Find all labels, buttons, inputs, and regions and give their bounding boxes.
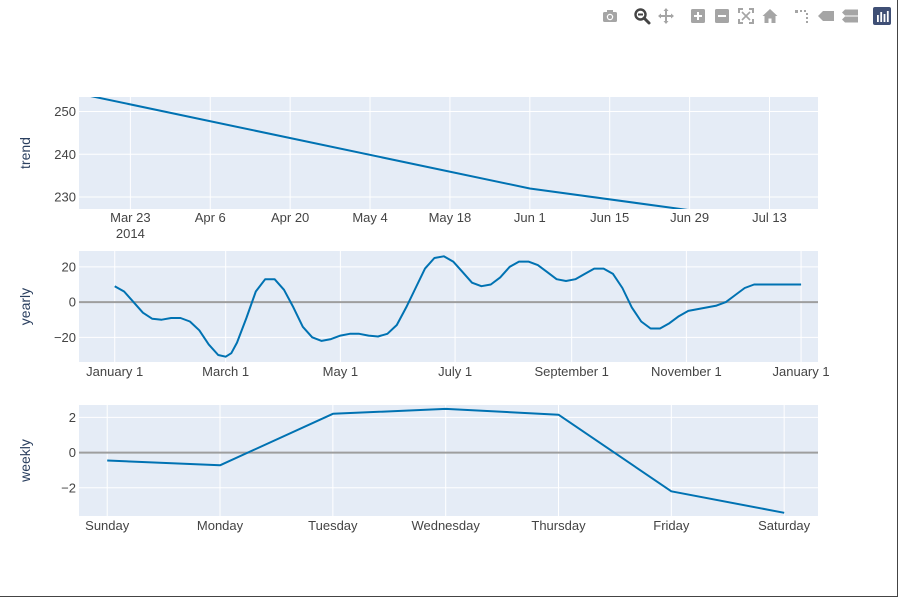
yearly-y-tick-label: −20 bbox=[54, 330, 76, 345]
yearly-x-tick-label: March 1 bbox=[202, 364, 249, 379]
trend-series-line[interactable] bbox=[79, 94, 693, 211]
weekly-subplot: −2 0 2 Sunday Monday Tuesday Wednesday Thursday… bbox=[17, 405, 818, 533]
trend-x-tick-label: May 4 bbox=[352, 210, 387, 225]
yearly-series-line[interactable] bbox=[114, 255, 802, 358]
trend-x-tick-label: Apr 6 bbox=[195, 210, 226, 225]
trend-x-tick-label: Jul 13 bbox=[752, 210, 787, 225]
autoscale-icon[interactable] bbox=[736, 6, 756, 26]
yearly-subplot: −20 0 20 January 1 March 1 May 1 July 1 Septemb… bbox=[17, 251, 830, 379]
zoom-out-icon[interactable] bbox=[712, 6, 732, 26]
yearly-y-tick-label: 20 bbox=[62, 259, 76, 274]
weekly-x-tick-label: Thursday bbox=[531, 518, 586, 533]
weekly-series-line[interactable] bbox=[107, 407, 785, 514]
pan-icon[interactable] bbox=[656, 6, 676, 26]
weekly-x-tick-label: Saturday bbox=[758, 518, 811, 533]
yearly-y-axis-title: yearly bbox=[17, 288, 33, 325]
zoom-in-icon[interactable] bbox=[688, 6, 708, 26]
trend-x-tick-label: Mar 23 bbox=[110, 210, 150, 225]
weekly-y-tick-label: 2 bbox=[69, 410, 76, 425]
zoom-icon[interactable] bbox=[632, 6, 652, 26]
trend-x-tick-label: Jun 1 bbox=[514, 210, 546, 225]
weekly-plot-area[interactable] bbox=[79, 405, 818, 516]
yearly-plot-area[interactable] bbox=[79, 251, 818, 362]
trend-x-tick-label: Jun 29 bbox=[670, 210, 709, 225]
trend-y-tick-label: 250 bbox=[54, 104, 76, 119]
trend-x-tick-label: Jun 15 bbox=[590, 210, 629, 225]
yearly-y-tick-label: 0 bbox=[69, 295, 76, 310]
trend-x-tick-label: Apr 20 bbox=[271, 210, 309, 225]
weekly-x-tick-label: Friday bbox=[653, 518, 690, 533]
trend-y-tick-label: 240 bbox=[54, 147, 76, 162]
yearly-x-tick-label: May 1 bbox=[323, 364, 358, 379]
yearly-x-tick-label: September 1 bbox=[534, 364, 608, 379]
spike-lines-icon[interactable] bbox=[792, 6, 812, 26]
yearly-x-tick-label: July 1 bbox=[438, 364, 472, 379]
weekly-x-tick-label: Tuesday bbox=[308, 518, 358, 533]
yearly-x-tick-label: January 1 bbox=[86, 364, 143, 379]
plotly-logo-icon[interactable] bbox=[872, 6, 892, 26]
trend-x-tick-year: 2014 bbox=[116, 226, 145, 241]
hover-closest-icon[interactable] bbox=[816, 6, 836, 26]
camera-icon[interactable] bbox=[600, 6, 620, 26]
hover-compare-icon[interactable] bbox=[840, 6, 860, 26]
weekly-y-axis-title: weekly bbox=[17, 439, 33, 483]
trend-y-tick-label: 230 bbox=[54, 190, 76, 205]
yearly-x-tick-label: January 1 bbox=[773, 364, 830, 379]
trend-plot-area[interactable] bbox=[79, 97, 818, 209]
weekly-y-tick-label: 0 bbox=[69, 445, 76, 460]
trend-x-tick-label: May 18 bbox=[429, 210, 472, 225]
weekly-x-tick-label: Wednesday bbox=[411, 518, 480, 533]
home-icon[interactable] bbox=[760, 6, 780, 26]
weekly-x-tick-label: Sunday bbox=[85, 518, 130, 533]
weekly-x-tick-label: Monday bbox=[197, 518, 244, 533]
yearly-x-tick-label: November 1 bbox=[651, 364, 722, 379]
weekly-y-tick-label: −2 bbox=[61, 480, 76, 495]
trend-y-axis-title: trend bbox=[17, 137, 33, 169]
